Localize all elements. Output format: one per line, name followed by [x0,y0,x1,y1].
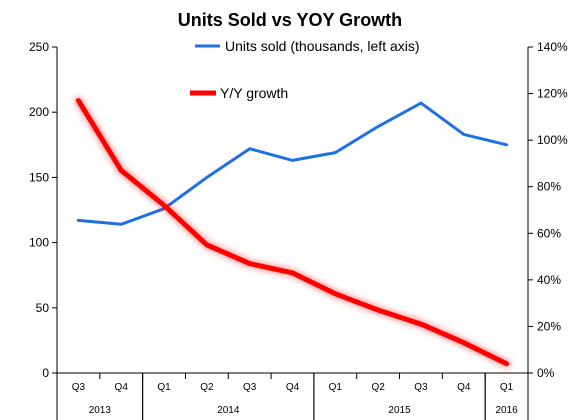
year-label: 2015 [388,405,411,416]
right-tick-label: 100% [537,133,568,147]
right-axis-ticks: 0% 20% 40% 60% 80% 100% 120% 140% [528,40,568,380]
right-tick-label: 60% [537,226,561,240]
right-tick-label: 80% [537,180,561,194]
category-label: Q3 [243,382,257,393]
right-tick-label: 120% [537,87,568,101]
left-tick-label: 250 [29,40,49,54]
category-label: Q3 [414,382,428,393]
left-axis-ticks: 0 50 100 150 200 250 [29,40,57,380]
right-tick-label: 140% [537,40,568,54]
year-label: 2013 [89,405,112,416]
left-tick-label: 50 [36,301,50,315]
left-tick-label: 100 [29,236,49,250]
series-line-growth [75,98,510,367]
category-label: Q2 [200,382,214,393]
category-axis: Q3 Q4 Q1 Q2 Q3 Q4 Q1 Q2 Q3 Q4 Q1 2013 2014 2015 2016 [56,373,529,420]
category-label: Q3 [72,382,86,393]
category-label: Q1 [500,382,514,393]
legend: Units sold (thousands, left axis) Y/Y gr… [190,38,420,101]
left-tick-label: 200 [29,105,49,119]
category-label: Q1 [157,382,171,393]
legend-label-units: Units sold (thousands, left axis) [225,38,420,54]
series-glow-growth [73,96,512,369]
legend-label-growth: Y/Y growth [220,85,288,101]
category-label: Q4 [115,382,129,393]
chart-title: Units Sold vs YOY Growth [178,10,402,30]
year-label: 2014 [217,405,240,416]
category-label: Q1 [329,382,343,393]
left-tick-label: 150 [29,170,49,184]
right-tick-label: 40% [537,273,561,287]
series-layer [73,96,512,369]
category-label: Q2 [371,382,385,393]
right-tick-label: 0% [537,366,555,380]
right-tick-label: 20% [537,319,561,333]
left-tick-label: 0 [42,366,49,380]
series-line-units [76,101,509,226]
category-label: Q4 [457,382,471,393]
year-label: 2016 [495,405,518,416]
category-label: Q4 [286,382,300,393]
